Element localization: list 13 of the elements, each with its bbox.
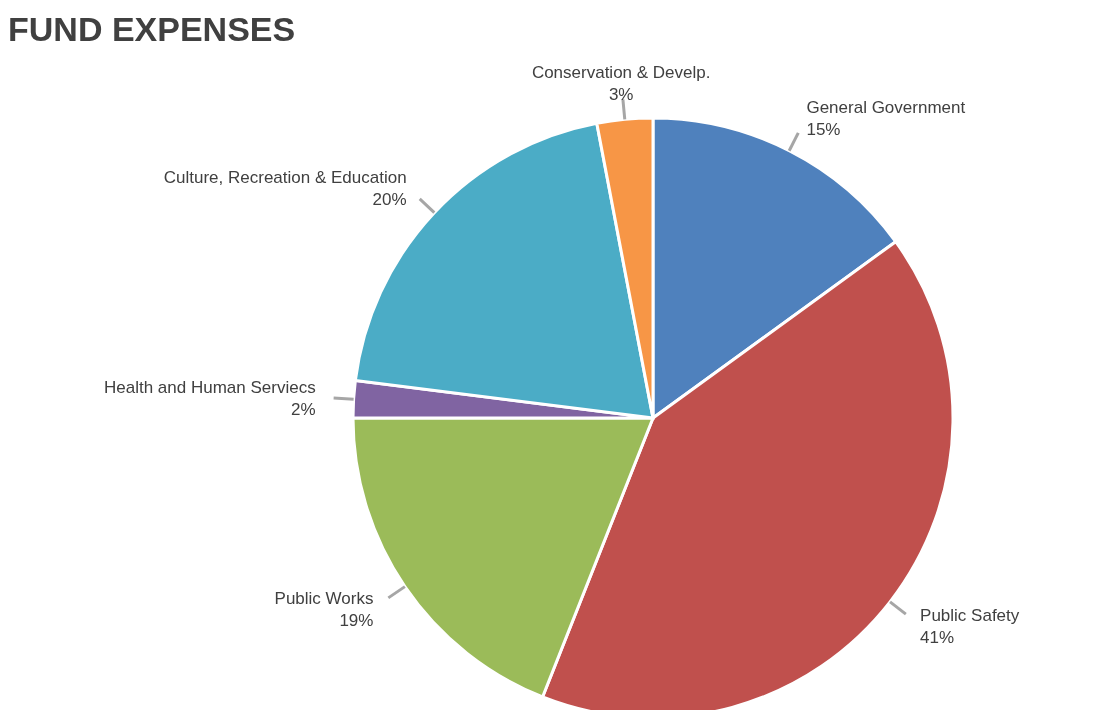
- data-label: 2%: [291, 399, 316, 419]
- chart-title: FUND EXPENSES: [8, 10, 296, 49]
- data-label: 3%: [608, 84, 634, 104]
- data-label: 15%: [806, 119, 841, 139]
- data-label: 19%: [339, 610, 374, 630]
- slice-label: General Government: [806, 97, 966, 117]
- slice-label: Public Works: [274, 588, 374, 608]
- data-label: 41%: [920, 628, 955, 648]
- slice-label: Conservation & Develp.: [531, 62, 711, 82]
- slice-label: Culture, Recreation & Education: [163, 167, 407, 187]
- slice-label: Public Safety: [920, 606, 1020, 626]
- slice-label: Health and Human Serviecs: [104, 377, 316, 397]
- data-label: 20%: [372, 189, 407, 209]
